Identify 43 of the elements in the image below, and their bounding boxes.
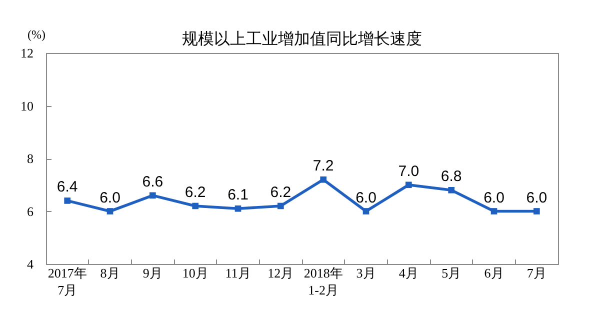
data-label: 6.0 xyxy=(356,189,376,206)
data-label: 7.0 xyxy=(398,162,420,180)
point xyxy=(106,208,114,214)
y-axis-title: (%) xyxy=(28,28,46,42)
data-label: 6.2 xyxy=(184,184,206,201)
data-label: 6.0 xyxy=(100,189,120,206)
y-tick-label: 12 xyxy=(20,46,34,60)
data-label: 6.4 xyxy=(56,178,78,196)
data-label: 6.6 xyxy=(142,173,164,190)
x-tick-label: 3月 xyxy=(356,266,376,280)
y-tick-label: 10 xyxy=(20,98,34,114)
y-tick-label: 4 xyxy=(27,256,34,272)
chart-title: 规模以上工业增加值同比增长速度 xyxy=(182,30,422,48)
x-tick-label: 7月 xyxy=(526,266,546,280)
x-tick-label: 6月 xyxy=(484,266,504,280)
point xyxy=(448,186,454,194)
x-tick-label: 4月 xyxy=(398,266,418,280)
data-label: 7.2 xyxy=(312,158,334,175)
data-label: 6.1 xyxy=(228,186,248,204)
point xyxy=(234,205,242,212)
data-label: 6.0 xyxy=(484,189,504,206)
x-tick-label: 12月 xyxy=(268,266,294,280)
point xyxy=(534,208,540,214)
y-tick-label: 8 xyxy=(27,151,34,166)
data-label: 6.8 xyxy=(440,168,462,186)
x-tick-label: 2017年 7月 xyxy=(48,266,87,298)
x-tick-label: 2018年 1-2月 xyxy=(304,266,343,298)
point xyxy=(150,192,156,199)
x-tick-label: 10月 xyxy=(182,266,208,280)
y-tick-label: 6 xyxy=(27,204,34,219)
x-tick-label: 5月 xyxy=(442,266,462,280)
point xyxy=(278,202,284,210)
point xyxy=(64,198,70,204)
x-tick-label: 9月 xyxy=(142,266,162,280)
data-label: 6.0 xyxy=(526,189,548,206)
x-tick-label: 11月 xyxy=(225,266,251,280)
point xyxy=(406,182,412,188)
data-label: 6.2 xyxy=(270,184,292,201)
x-tick-label: 8月 xyxy=(100,266,120,280)
point xyxy=(192,202,198,210)
point xyxy=(320,176,326,183)
point xyxy=(362,208,370,214)
point xyxy=(490,208,498,214)
